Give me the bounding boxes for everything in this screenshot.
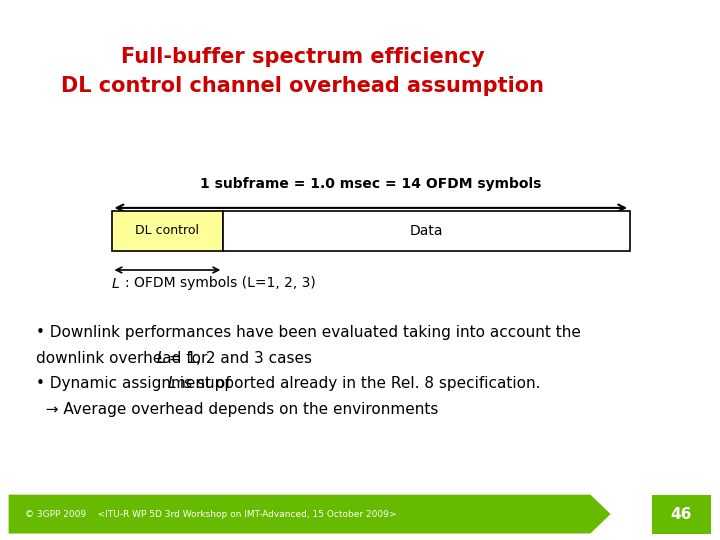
Text: • Downlink performances have been evaluated taking into account the: • Downlink performances have been evalua… — [36, 325, 581, 340]
Text: : OFDM symbols (L=1, 2, 3): : OFDM symbols (L=1, 2, 3) — [125, 276, 315, 291]
Text: L: L — [112, 276, 120, 291]
FancyBboxPatch shape — [112, 211, 223, 251]
Text: Full-buffer spectrum efficiency: Full-buffer spectrum efficiency — [120, 46, 485, 67]
FancyBboxPatch shape — [652, 495, 711, 534]
Text: 1 subframe = 1.0 msec = 14 OFDM symbols: 1 subframe = 1.0 msec = 14 OFDM symbols — [200, 177, 541, 191]
Text: downlink overhead for: downlink overhead for — [36, 350, 212, 366]
FancyBboxPatch shape — [223, 211, 630, 251]
Text: 46: 46 — [671, 507, 692, 522]
Text: Data: Data — [410, 224, 444, 238]
Text: is supported already in the Rel. 8 specification.: is supported already in the Rel. 8 speci… — [174, 376, 540, 392]
Text: • Dynamic assignment of: • Dynamic assignment of — [36, 376, 235, 392]
Text: DL control channel overhead assumption: DL control channel overhead assumption — [61, 76, 544, 97]
Polygon shape — [9, 495, 611, 534]
Text: L: L — [167, 376, 176, 392]
Text: DL control: DL control — [135, 224, 199, 238]
Text: = 1, 2 and 3 cases: = 1, 2 and 3 cases — [163, 350, 312, 366]
Text: → Average overhead depends on the environments: → Average overhead depends on the enviro… — [36, 402, 438, 417]
Text: L: L — [156, 350, 165, 366]
Text: © 3GPP 2009    <ITU-R WP 5D 3rd Workshop on IMT-Advanced, 15 October 2009>: © 3GPP 2009 <ITU-R WP 5D 3rd Workshop on… — [25, 510, 397, 518]
